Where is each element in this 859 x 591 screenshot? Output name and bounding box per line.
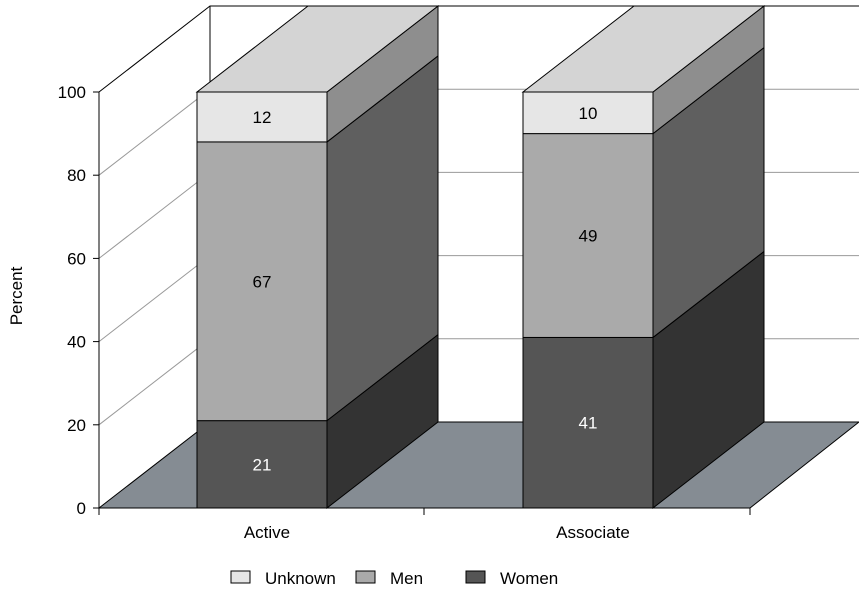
y-tick-label: 80 [67, 166, 86, 185]
gridline-side [98, 172, 211, 259]
category-labels: Active Associate [244, 523, 630, 542]
bar-segment-women [196, 420, 328, 509]
y-tick-label: 40 [67, 333, 86, 352]
y-tick-label: 20 [67, 416, 86, 435]
y-tick-labels: 0 20 40 60 80 100 [58, 83, 86, 518]
legend-item-unknown: Unknown [230, 569, 336, 588]
gridline-side [98, 88, 211, 176]
bar-associate [521, 4, 766, 510]
bar-segment-men [522, 133, 654, 338]
y-tick-label: 60 [67, 249, 86, 268]
y-axis-title: Percent [7, 266, 26, 325]
legend-swatch [465, 570, 486, 584]
data-labels: 21 67 12 41 49 10 [253, 104, 598, 475]
legend-label: Women [500, 569, 558, 588]
bar-segment-women [522, 336, 654, 509]
y-tick-label: 100 [58, 83, 86, 102]
bars [195, 4, 766, 510]
legend-item-women: Women [465, 569, 558, 588]
bar-segment-men [196, 141, 328, 422]
data-label-men: 67 [253, 272, 272, 291]
legend-swatch [230, 570, 251, 584]
data-label-men: 49 [579, 227, 598, 246]
data-label-women: 21 [253, 455, 272, 474]
legend-swatch [355, 570, 376, 584]
bar-active [195, 4, 440, 510]
legend: Unknown Men Women [230, 569, 558, 588]
legend-label: Unknown [265, 569, 336, 588]
category-label: Active [244, 523, 290, 542]
bar-segment-unknown [196, 91, 328, 143]
bar-top [195, 5, 440, 93]
data-label-unknown: 10 [579, 104, 598, 123]
data-label-women: 41 [579, 414, 598, 433]
category-label: Associate [556, 523, 630, 542]
gridline-side [98, 255, 211, 342]
legend-label: Men [390, 569, 423, 588]
gridline-side [98, 338, 211, 426]
y-tick-label: 0 [77, 499, 86, 518]
bar-top [521, 5, 766, 93]
legend-item-men: Men [355, 569, 423, 588]
data-label-unknown: 12 [253, 108, 272, 127]
